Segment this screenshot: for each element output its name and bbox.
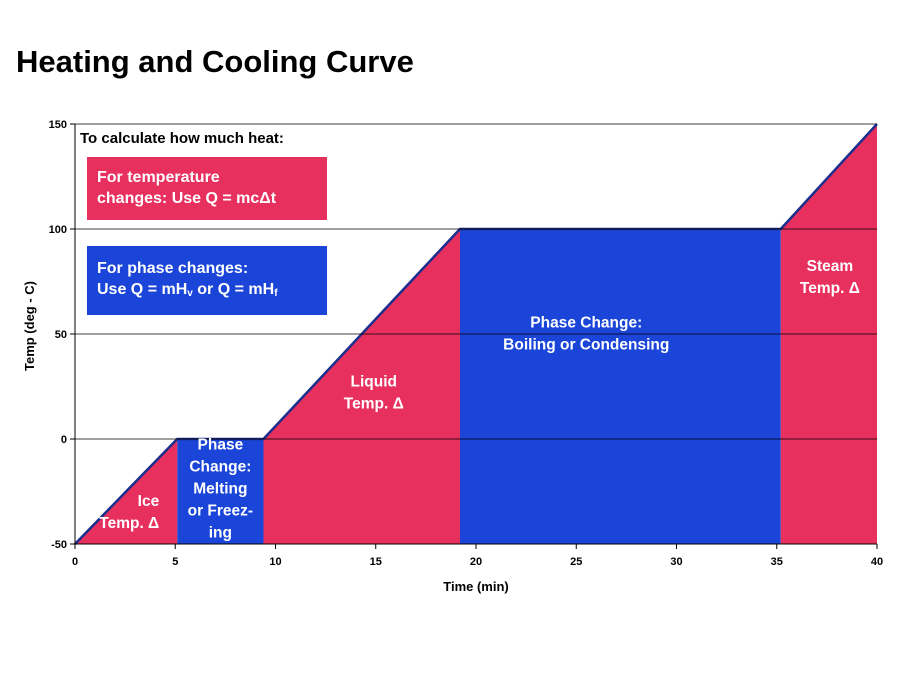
x-tick-label-5: 5 bbox=[172, 556, 178, 568]
y-axis-label: Temp (deg - C) bbox=[22, 281, 37, 371]
region-label-1-line-1: Change: bbox=[189, 459, 251, 476]
region-label-2-line-1: Temp. Δ bbox=[344, 396, 404, 413]
region-label-2-line-0: Liquid bbox=[350, 374, 397, 391]
x-tick-label-15: 15 bbox=[370, 556, 382, 568]
phase-note-sub-f: f bbox=[274, 288, 278, 299]
region-label-3-line-0: Phase Change: bbox=[530, 315, 642, 332]
chart-gridlines bbox=[75, 123, 877, 440]
chart-region-labels: Ice Temp. Δ Phase Change: Melting or Freez-in… bbox=[99, 258, 860, 542]
phase-note-line2: Use Q = mHv or Q = mHf bbox=[97, 279, 317, 304]
calculation-heading: To calculate how much heat: bbox=[80, 130, 284, 147]
region-phase-1 bbox=[177, 439, 264, 544]
temperature-formula-note: For temperature changes: Use Q = mcΔt bbox=[87, 157, 327, 220]
x-tick-label-40: 40 bbox=[871, 556, 883, 568]
y-tick-label-100: 100 bbox=[49, 224, 67, 236]
region-label-3: Phase Change: Boiling or Condensing bbox=[503, 315, 669, 354]
region-label-1-line-0: Phase bbox=[198, 437, 244, 454]
phase-formula-note: For phase changes: Use Q = mHv or Q = mH… bbox=[87, 246, 327, 315]
x-tick-label-35: 35 bbox=[771, 556, 783, 568]
y-tick-label-150: 150 bbox=[49, 119, 67, 131]
region-label-1: Phase Change: Melting or Freez-ing bbox=[188, 437, 253, 542]
x-tick-label-10: 10 bbox=[269, 556, 281, 568]
region-label-4: Steam Temp. Δ bbox=[800, 258, 860, 297]
x-tick-label-25: 25 bbox=[570, 556, 582, 568]
region-label-0: Ice Temp. Δ bbox=[99, 493, 159, 532]
x-axis-label: Time (min) bbox=[443, 579, 509, 594]
phase-note-part-b: or Q = mH bbox=[192, 281, 275, 298]
region-label-3-line-1: Boiling or Condensing bbox=[503, 337, 669, 354]
region-label-2: Liquid Temp. Δ bbox=[344, 374, 404, 413]
x-tick-label-30: 30 bbox=[670, 556, 682, 568]
temperature-note-line1: For temperature bbox=[97, 169, 220, 186]
y-tick-label-0: 0 bbox=[61, 434, 67, 446]
x-tick-label-0: 0 bbox=[72, 556, 78, 568]
region-label-0-line-0: Ice bbox=[138, 493, 160, 510]
region-label-0-line-1: Temp. Δ bbox=[99, 515, 159, 532]
region-label-1-line-4: ing bbox=[209, 525, 232, 542]
temperature-note-line2: changes: Use Q = mcΔt bbox=[97, 190, 277, 207]
region-label-4-line-1: Temp. Δ bbox=[800, 280, 860, 297]
phase-note-sub-v: v bbox=[187, 288, 193, 299]
page-title: Heating and Cooling Curve bbox=[16, 44, 414, 79]
y-tick-label-50: 50 bbox=[55, 329, 67, 341]
x-tick-label-20: 20 bbox=[470, 556, 482, 568]
y-tick-label--50: -50 bbox=[51, 539, 67, 551]
region-label-1-line-2: Melting bbox=[193, 481, 247, 498]
region-label-4-line-0: Steam bbox=[807, 258, 854, 275]
region-label-1-line-3: or Freez- bbox=[188, 503, 253, 520]
region-temperature-2 bbox=[263, 229, 460, 544]
phase-note-part-a: Use Q = mH bbox=[97, 281, 188, 298]
phase-note-line1: For phase changes: bbox=[97, 260, 249, 277]
chart-axes: 0 5 10 15 20 25 30 35 40 -50 0 50 100 150 bbox=[49, 119, 883, 568]
region-phase-3 bbox=[460, 229, 781, 544]
